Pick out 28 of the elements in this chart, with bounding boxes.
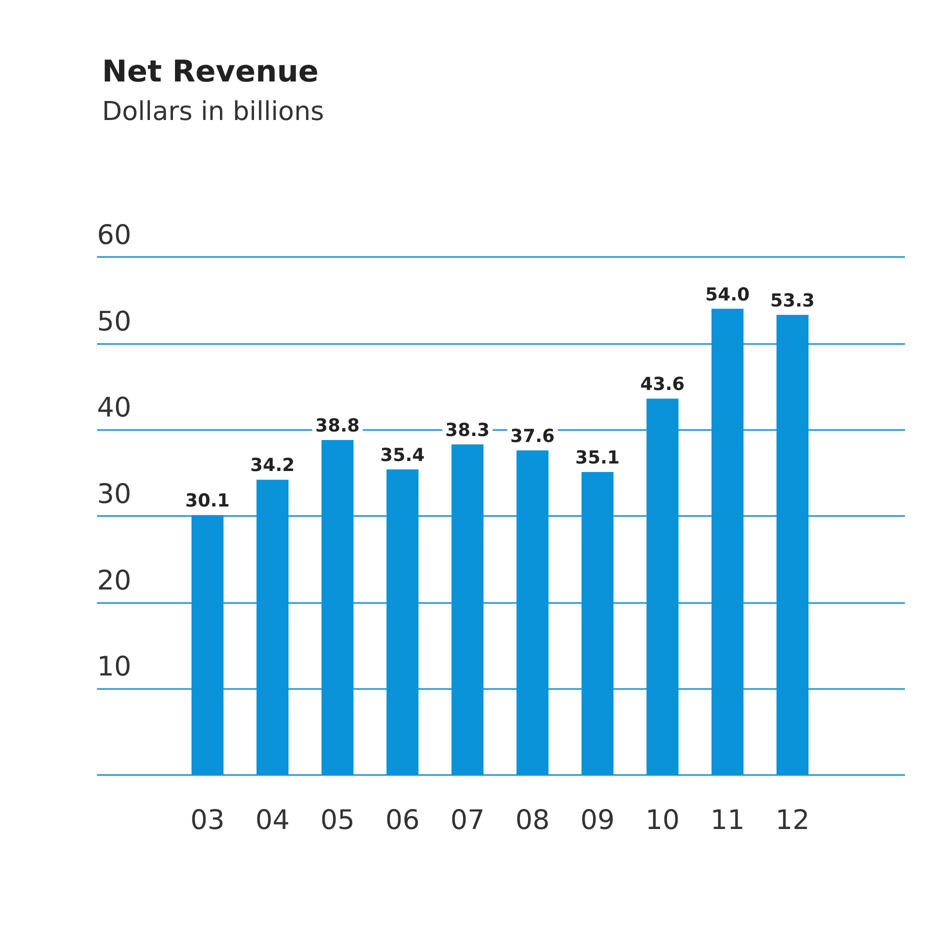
data-label: 38.8: [315, 416, 360, 437]
x-tick-label: 05: [320, 805, 355, 836]
x-tick-label: 07: [450, 805, 485, 836]
data-label: 37.6: [510, 426, 555, 447]
x-tick-label: 09: [580, 805, 615, 836]
x-tick-label: 03: [190, 805, 225, 836]
y-tick-label: 50: [97, 306, 132, 338]
data-label: 54.0: [705, 284, 750, 306]
data-label: 34.2: [250, 455, 295, 476]
chart-subtitle: Dollars in billions: [102, 97, 324, 127]
y-tick-label: 40: [97, 392, 132, 424]
x-tick-label: 06: [385, 805, 420, 836]
chart-title: Net Revenue: [102, 54, 319, 90]
x-tick-label: 04: [255, 805, 290, 836]
x-tick-label: 12: [775, 805, 810, 836]
y-tick-label: 30: [97, 479, 132, 510]
y-tick-label: 20: [97, 565, 132, 596]
y-tick-label: 10: [97, 652, 132, 683]
data-label: 30.1: [185, 490, 230, 512]
data-label: 38.3: [445, 420, 490, 441]
data-label: 35.1: [575, 447, 620, 468]
data-label: 53.3: [770, 290, 815, 312]
y-tick-label: 60: [97, 220, 132, 251]
data-label: 35.4: [380, 444, 425, 466]
x-tick-label: 10: [645, 805, 680, 836]
x-tick-label: 08: [515, 805, 550, 836]
data-label: 43.6: [640, 374, 685, 396]
x-tick-label: 11: [710, 805, 745, 836]
